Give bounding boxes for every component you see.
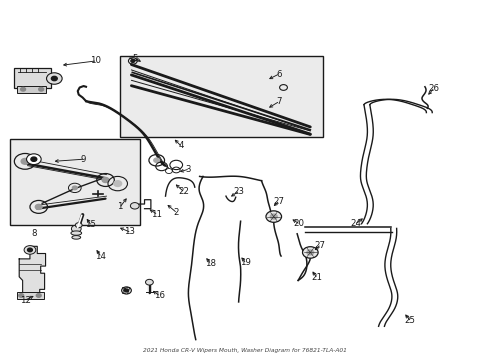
Text: 10: 10	[90, 57, 101, 66]
Circle shape	[122, 287, 131, 294]
Circle shape	[270, 214, 277, 219]
Ellipse shape	[72, 235, 81, 239]
Ellipse shape	[71, 231, 81, 235]
Circle shape	[154, 158, 159, 162]
Circle shape	[27, 248, 32, 252]
Circle shape	[35, 204, 42, 210]
Text: 26: 26	[427, 84, 438, 93]
Text: 16: 16	[153, 291, 164, 300]
Circle shape	[72, 186, 77, 190]
Text: 1: 1	[117, 202, 122, 211]
Text: 9: 9	[81, 155, 86, 164]
Circle shape	[71, 225, 81, 232]
Circle shape	[124, 289, 128, 292]
Text: 25: 25	[404, 316, 415, 325]
Text: 6: 6	[275, 70, 281, 79]
Text: 22: 22	[178, 187, 189, 196]
Circle shape	[19, 294, 23, 297]
Text: 23: 23	[233, 187, 244, 196]
Circle shape	[39, 87, 43, 91]
Circle shape	[46, 73, 62, 84]
Circle shape	[21, 158, 29, 164]
Text: 21: 21	[310, 273, 322, 282]
Circle shape	[26, 154, 41, 165]
Text: 20: 20	[293, 219, 304, 228]
Circle shape	[51, 76, 57, 81]
Bar	[10, 139, 140, 225]
Circle shape	[130, 203, 139, 209]
Text: 19: 19	[240, 258, 250, 267]
Circle shape	[102, 177, 109, 183]
Polygon shape	[19, 246, 45, 297]
Text: 2021 Honda CR-V Wipers Mouth, Washer Diagram for 76821-TLA-A01: 2021 Honda CR-V Wipers Mouth, Washer Dia…	[142, 348, 346, 353]
Text: 12: 12	[20, 296, 31, 305]
Circle shape	[306, 250, 313, 255]
Circle shape	[302, 247, 318, 258]
Text: 17: 17	[119, 287, 130, 296]
Circle shape	[36, 294, 41, 297]
Text: 27: 27	[314, 241, 325, 250]
Circle shape	[114, 181, 122, 186]
Text: 24: 24	[349, 219, 361, 228]
Text: 14: 14	[95, 252, 106, 261]
Text: 2: 2	[173, 208, 179, 217]
Text: 8: 8	[31, 229, 37, 238]
Text: 15: 15	[85, 220, 96, 229]
Bar	[17, 86, 46, 93]
Circle shape	[145, 279, 153, 285]
Circle shape	[20, 87, 25, 91]
Bar	[17, 292, 43, 299]
Bar	[120, 56, 322, 137]
Text: 4: 4	[178, 141, 183, 150]
Circle shape	[31, 157, 37, 161]
Circle shape	[75, 223, 82, 228]
Text: 11: 11	[151, 210, 162, 219]
Text: 18: 18	[204, 259, 215, 268]
Bar	[14, 68, 51, 88]
Text: 3: 3	[185, 165, 191, 174]
Circle shape	[131, 59, 135, 62]
Text: 5: 5	[132, 54, 137, 63]
Text: 13: 13	[124, 228, 135, 237]
Circle shape	[24, 246, 36, 254]
Circle shape	[265, 211, 281, 222]
Text: 27: 27	[273, 197, 284, 206]
Text: 7: 7	[275, 97, 281, 106]
